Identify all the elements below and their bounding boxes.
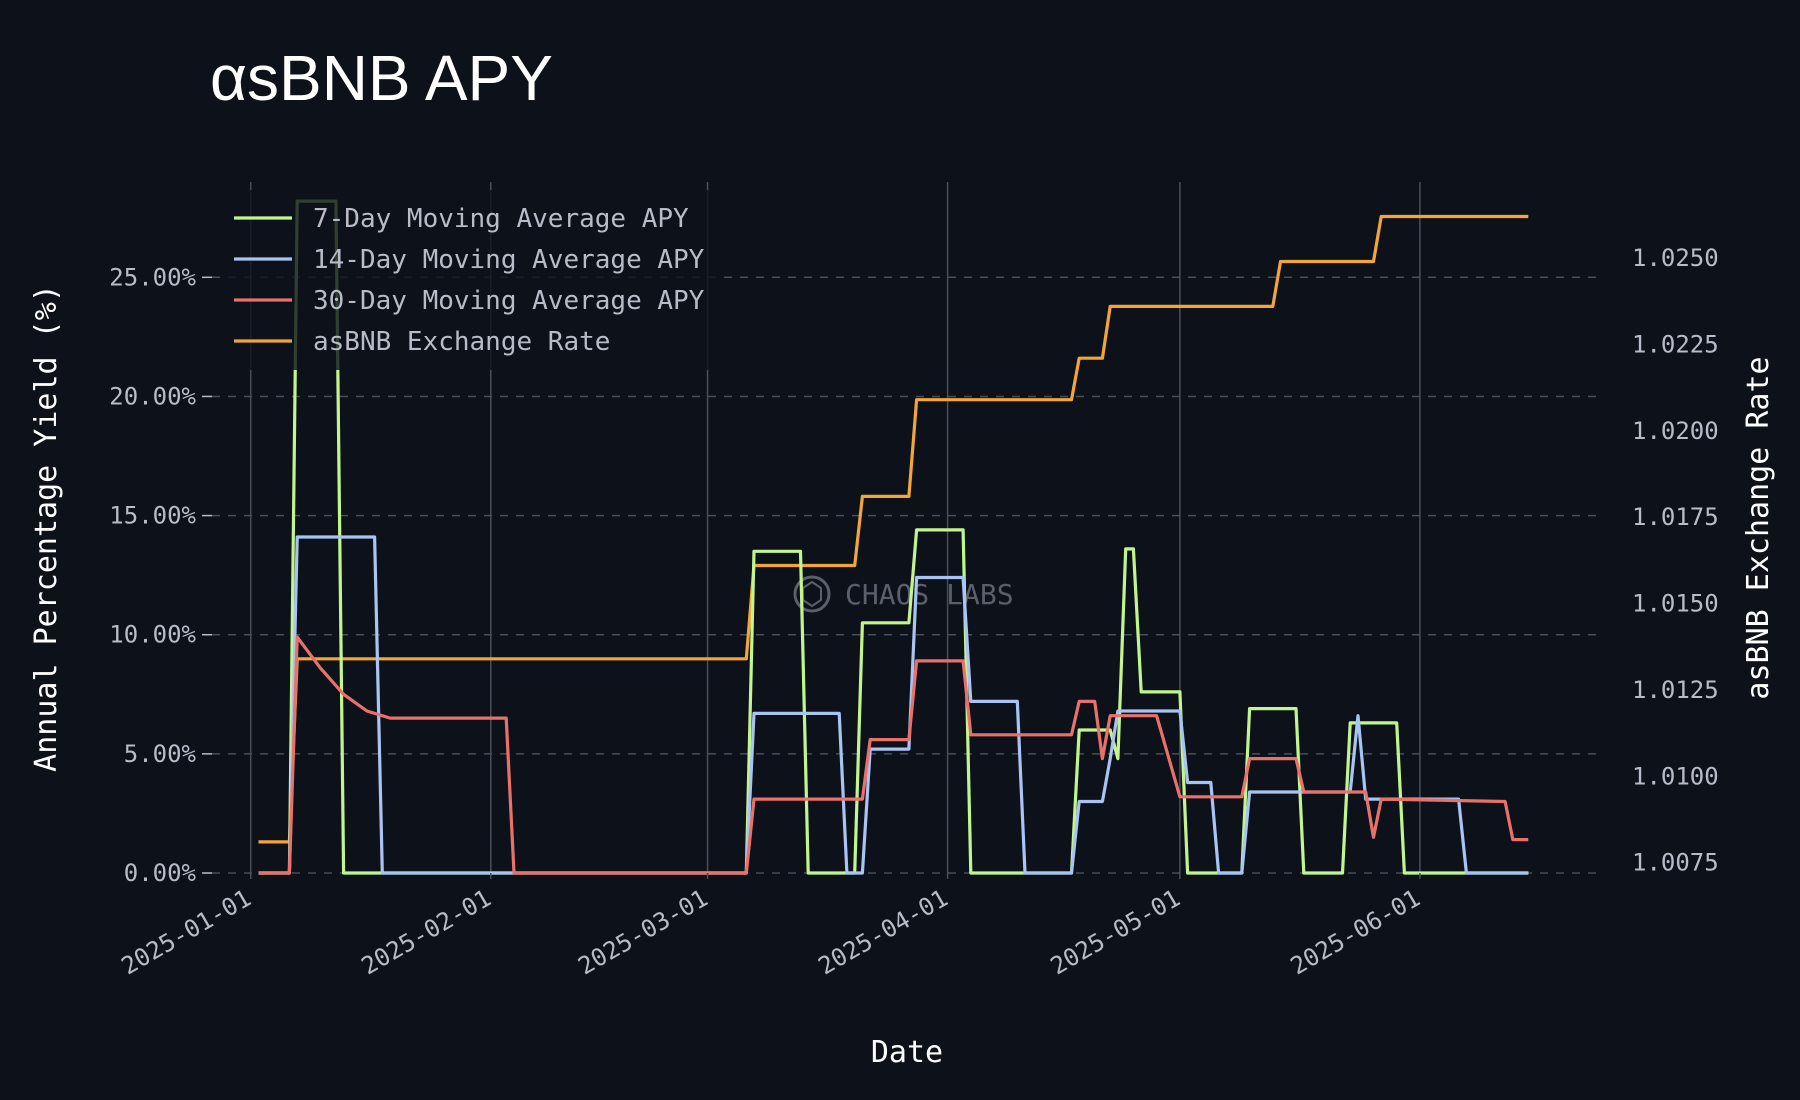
y-tick-label: 0.00%: [124, 859, 197, 887]
x-tick-label: 2025-05-01: [1046, 884, 1185, 980]
series-lines: [258, 199, 1529, 875]
series-line-30-day-moving-average-apy: [258, 635, 1529, 875]
legend-box: [222, 190, 716, 370]
series-line-asbnb-exchange-rate: [258, 214, 1529, 844]
chart-title: αsBNB APY: [210, 42, 553, 114]
x-tick-label: 2025-04-01: [813, 884, 952, 980]
y2-tick-label: 1.0100: [1632, 762, 1719, 790]
y2-tick-label: 1.0225: [1632, 330, 1719, 358]
x-tick-label: 2025-02-01: [357, 884, 496, 980]
y2-tick-label: 1.0250: [1632, 244, 1719, 272]
legend-label-14-day-moving-average-apy: 14-Day Moving Average APY: [313, 245, 705, 275]
series-line-7-day-moving-average-apy: [258, 199, 1529, 875]
y2-tick-label: 1.0175: [1632, 503, 1719, 531]
x-tick-label: 2025-06-01: [1286, 884, 1425, 980]
legend: 7-Day Moving Average APY 14-Day Moving Av…: [222, 190, 716, 370]
y-tick-label: 20.00%: [109, 382, 196, 410]
watermark: CHAOS LABS: [845, 578, 1014, 611]
y-tick-label: 10.00%: [109, 621, 196, 649]
legend-label-30-day-moving-average-apy: 30-Day Moving Average APY: [313, 286, 705, 316]
y2-tick-label: 1.0075: [1632, 849, 1719, 877]
x-axis-label: Date: [871, 1035, 943, 1070]
legend-label-asbnb-exchange-rate: asBNB Exchange Rate: [313, 327, 610, 357]
y-tick-label: 5.00%: [124, 740, 197, 768]
y2-axis-label: asBNB Exchange Rate: [1741, 356, 1776, 699]
y2-tick-label: 1.0125: [1632, 676, 1719, 704]
legend-label-7-day-moving-average-apy: 7-Day Moving Average APY: [313, 204, 689, 234]
x-tick-label: 2025-03-01: [573, 884, 712, 980]
y-tick-label: 15.00%: [109, 502, 196, 530]
y2-tick-label: 1.0150: [1632, 590, 1719, 618]
x-tick-label: 2025-01-01: [117, 884, 256, 980]
y-axis-label: Annual Percentage Yield (%): [29, 284, 64, 772]
y-tick-label: 25.00%: [109, 263, 196, 291]
y2-tick-label: 1.0200: [1632, 417, 1719, 445]
